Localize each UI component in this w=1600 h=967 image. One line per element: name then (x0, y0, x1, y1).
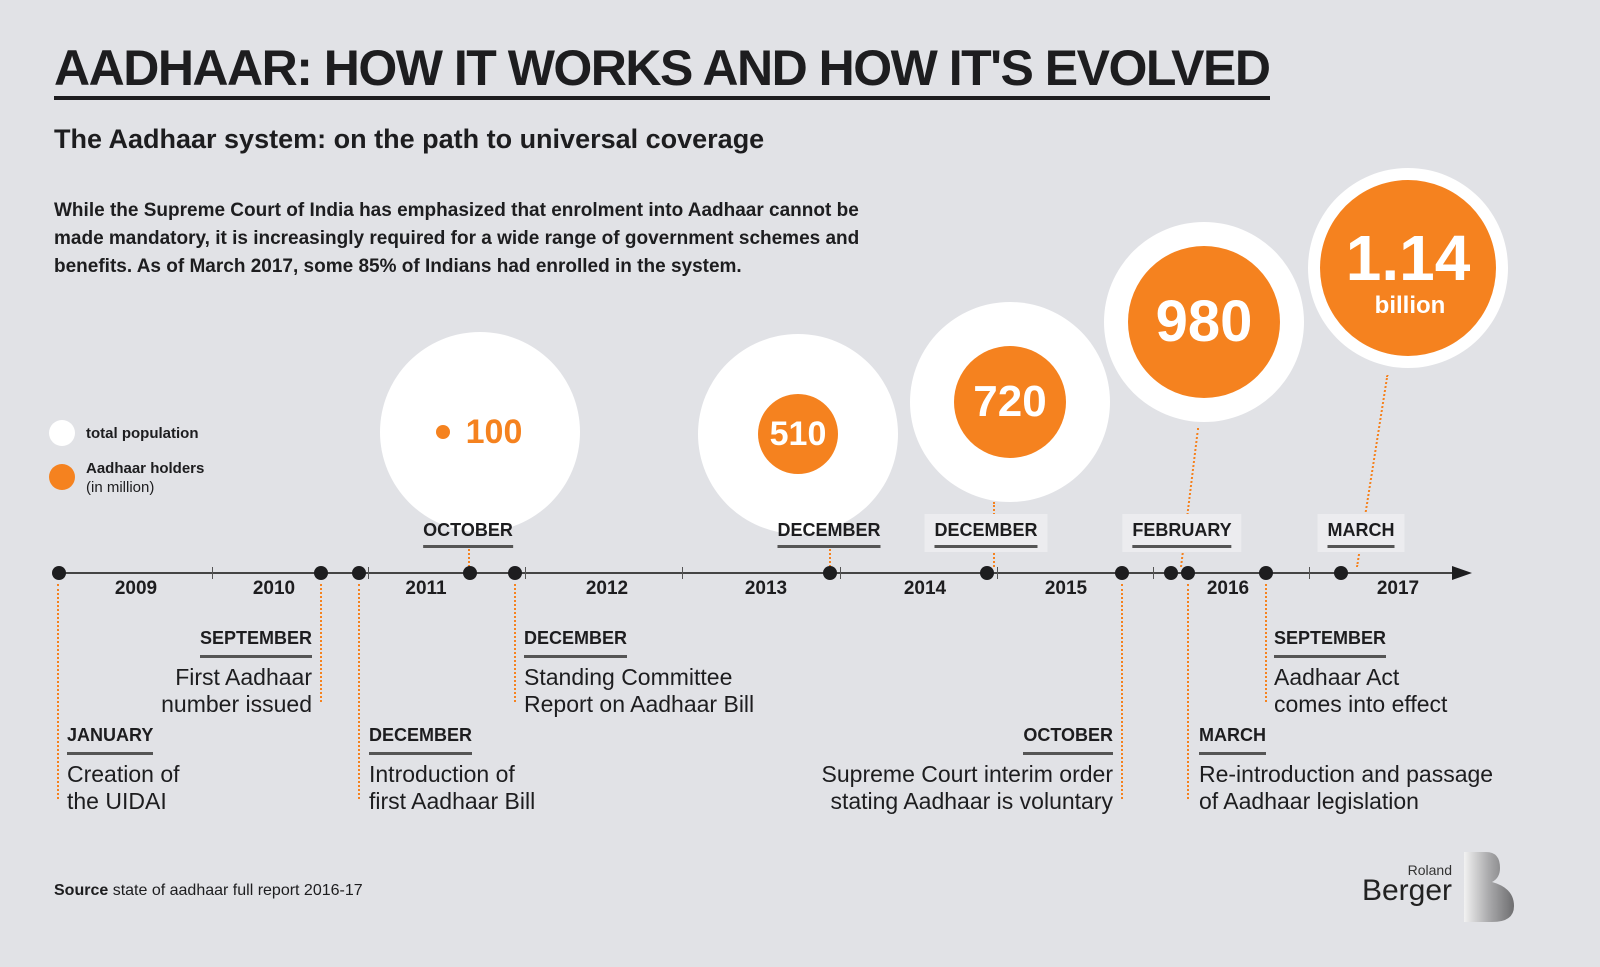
source-note: Source state of aadhaar full report 2016… (54, 882, 363, 899)
holders-value-2017: 1.14 (1345, 222, 1471, 294)
holders-circle-2014 (954, 346, 1066, 458)
year-tick (1309, 567, 1310, 579)
holders-value-2014: 720 (973, 377, 1047, 426)
event-2009-january: JANUARY Creation of the UIDAI (67, 720, 180, 815)
timeline-dot (823, 566, 837, 580)
connector (829, 545, 831, 567)
legend-total-population-label: total population (86, 425, 199, 442)
holders-value-2016: 980 (1155, 289, 1253, 354)
connector (57, 584, 59, 799)
logo-b-icon (1464, 852, 1514, 922)
year-label: 2011 (405, 578, 447, 599)
event-2010-september: SEPTEMBER First Aadhaar number issued (161, 623, 312, 718)
event-2016-march: MARCH Re-introduction and passage of Aadha… (1199, 720, 1493, 815)
connector (1121, 584, 1123, 799)
legend-total-population-swatch (49, 420, 75, 446)
holders-value-2013: 510 (769, 415, 827, 453)
year-tick (212, 567, 213, 579)
connector (468, 545, 470, 567)
year-tick (997, 567, 998, 579)
timeline-dot (1181, 566, 1195, 580)
timeline-arrow-icon (1452, 566, 1472, 580)
timeline-dot (980, 566, 994, 580)
year-label: 2014 (903, 578, 947, 599)
connector (358, 584, 360, 799)
year-label: 2016 (1206, 578, 1250, 599)
year-tick (682, 567, 683, 579)
event-2015-october: OCTOBER Supreme Court interim order statin… (822, 720, 1113, 815)
event-2011-december: DECEMBER Standing Committee Report on Aadh… (524, 623, 754, 718)
roland-berger-logo: Roland Berger (1362, 852, 1520, 924)
timeline-dot (314, 566, 328, 580)
timeline-dot (508, 566, 522, 580)
timeline-dot (1164, 566, 1178, 580)
year-tick (525, 567, 526, 579)
milestone-month-2013: DECEMBER (767, 514, 890, 552)
connector (1265, 584, 1267, 702)
connector (514, 584, 516, 702)
holders-circle-2017 (1320, 180, 1496, 356)
connector (320, 584, 322, 702)
timeline-dot (1334, 566, 1348, 580)
holders-unit-2017: billion (1374, 292, 1446, 319)
milestone-month-2011: OCTOBER (413, 514, 523, 552)
year-tick (368, 567, 369, 579)
milestone-month-2016: FEBRUARY (1122, 514, 1242, 552)
page-title: AADHAAR: HOW IT WORKS AND HOW IT'S EVOLV… (54, 40, 1271, 100)
year-label: 2010 (252, 578, 296, 599)
year-tick (840, 567, 841, 579)
milestone-month-2017: MARCH (1317, 514, 1405, 552)
event-2016-september: SEPTEMBER Aadhaar Act comes into effect (1274, 623, 1447, 718)
year-label: 2012 (585, 578, 629, 599)
holders-circle-2013 (758, 394, 838, 474)
holders-circle-2011 (436, 425, 450, 439)
year-label: 2015 (1044, 578, 1088, 599)
timeline-dot (52, 566, 66, 580)
year-label: 2013 (744, 578, 788, 599)
connector (1187, 584, 1189, 799)
timeline-dot (463, 566, 477, 580)
timeline-dot (352, 566, 366, 580)
holders-circle-2016 (1128, 246, 1280, 398)
milestone-month-2014: DECEMBER (924, 514, 1048, 552)
holders-value-2011: 100 (465, 413, 523, 451)
subtitle: The Aadhaar system: on the path to unive… (54, 124, 765, 154)
population-circle-2011 (380, 332, 580, 532)
timeline-dot (1259, 566, 1273, 580)
year-tick (1153, 567, 1154, 579)
legend-aadhaar-holders-swatch (49, 464, 75, 490)
legend-aadhaar-holders-label: Aadhaar holders (86, 460, 205, 477)
event-2010-december: DECEMBER Introduction of first Aadhaar Bil… (369, 720, 535, 815)
year-label: 2017 (1376, 578, 1420, 599)
legend-unit: (in million) (86, 479, 155, 496)
year-label: 2009 (114, 578, 158, 599)
intro-text: While the Supreme Court of India has emp… (54, 200, 860, 277)
timeline-dot (1115, 566, 1129, 580)
